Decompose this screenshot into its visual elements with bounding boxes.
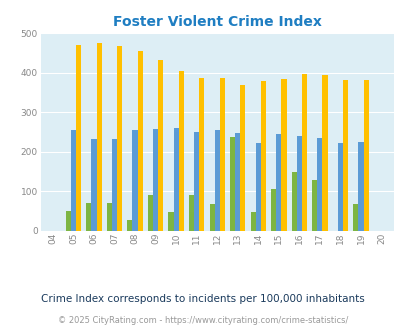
Bar	[281, 79, 286, 231]
Bar	[209, 205, 214, 231]
Bar	[76, 45, 81, 231]
Bar	[275, 134, 281, 231]
Bar	[127, 220, 132, 231]
Bar	[178, 71, 183, 231]
Bar	[214, 130, 219, 231]
Bar	[147, 195, 153, 231]
Bar	[168, 213, 173, 231]
Bar	[188, 195, 194, 231]
Bar	[137, 51, 143, 231]
Bar	[337, 144, 342, 231]
Bar	[173, 128, 178, 231]
Title: Foster Violent Crime Index: Foster Violent Crime Index	[113, 15, 321, 29]
Bar	[219, 78, 224, 231]
Bar	[66, 211, 71, 231]
Bar	[230, 137, 234, 231]
Bar	[301, 74, 306, 231]
Bar	[271, 189, 275, 231]
Bar	[342, 80, 347, 231]
Bar	[358, 142, 362, 231]
Bar	[96, 43, 101, 231]
Bar	[194, 132, 199, 231]
Bar	[291, 172, 296, 231]
Bar	[158, 60, 163, 231]
Bar	[91, 139, 96, 231]
Bar	[352, 205, 358, 231]
Bar	[107, 203, 112, 231]
Bar	[317, 138, 322, 231]
Bar	[112, 139, 117, 231]
Text: Crime Index corresponds to incidents per 100,000 inhabitants: Crime Index corresponds to incidents per…	[41, 294, 364, 304]
Bar	[234, 133, 240, 231]
Bar	[199, 78, 204, 231]
Text: © 2025 CityRating.com - https://www.cityrating.com/crime-statistics/: © 2025 CityRating.com - https://www.city…	[58, 316, 347, 325]
Bar	[250, 213, 255, 231]
Bar	[296, 136, 301, 231]
Bar	[132, 130, 137, 231]
Bar	[240, 85, 245, 231]
Bar	[260, 81, 265, 231]
Bar	[311, 180, 317, 231]
Bar	[322, 75, 327, 231]
Bar	[153, 129, 158, 231]
Bar	[71, 130, 76, 231]
Bar	[362, 80, 368, 231]
Bar	[86, 203, 91, 231]
Bar	[255, 144, 260, 231]
Bar	[117, 46, 122, 231]
